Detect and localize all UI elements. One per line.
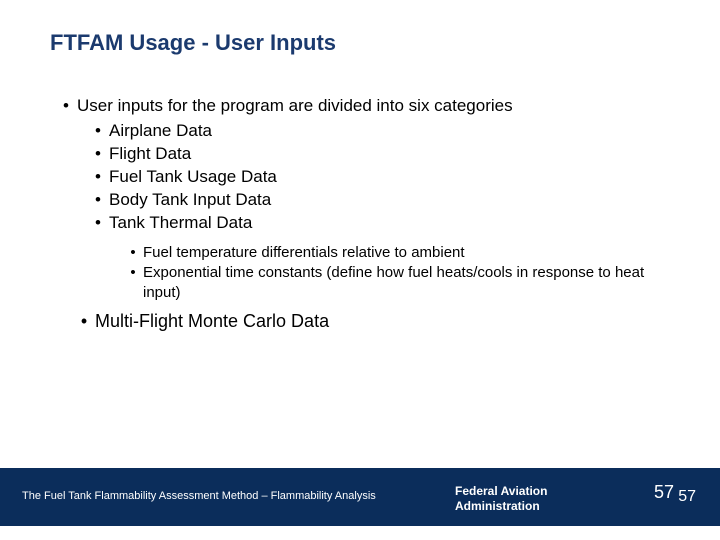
footer-subtitle: The Fuel Tank Flammability Assessment Me… <box>22 490 376 502</box>
bullet-thermal-sub-text: Fuel temperature differentials relative … <box>143 244 465 261</box>
bullet-category: •Fuel Tank Usage Data <box>87 166 665 189</box>
bullet-last-text: Multi-Flight Monte Carlo Data <box>95 311 329 331</box>
bullet-category: •Tank Thermal Data <box>87 212 665 235</box>
footer-agency-line2: Administration <box>455 499 540 513</box>
slide: FTFAM Usage - User Inputs •User inputs f… <box>0 0 720 540</box>
bullet-category: •Flight Data <box>87 143 665 166</box>
bullet-dot-icon: • <box>87 120 109 143</box>
bullet-thermal-sub: •Fuel temperature differentials relative… <box>123 243 665 263</box>
bullet-dot-icon: • <box>87 212 109 235</box>
bullet-main: •User inputs for the program are divided… <box>55 95 665 118</box>
bullet-category: •Body Tank Input Data <box>87 189 665 212</box>
bullet-thermal-sub: •Exponential time constants (define how … <box>123 263 665 304</box>
content-area: •User inputs for the program are divided… <box>55 95 665 334</box>
bullet-dot-icon: • <box>87 189 109 212</box>
footer-agency: Federal Aviation Administration <box>455 484 547 514</box>
bullet-category-text: Fuel Tank Usage Data <box>109 167 277 186</box>
bullet-dot-icon: • <box>123 263 143 304</box>
page-number-small: 57 <box>678 488 696 506</box>
footer-bar: The Fuel Tank Flammability Assessment Me… <box>0 468 720 526</box>
bullet-dot-icon: • <box>87 166 109 189</box>
bullet-dot-icon: • <box>123 243 143 263</box>
bullet-category-text: Tank Thermal Data <box>109 213 252 232</box>
bullet-category-text: Airplane Data <box>109 121 212 140</box>
bullet-main-text: User inputs for the program are divided … <box>77 96 513 115</box>
bullet-thermal-sub-text: Exponential time constants (define how f… <box>143 263 665 304</box>
bullet-dot-icon: • <box>55 95 77 118</box>
bullet-category: •Airplane Data <box>87 120 665 143</box>
bullet-dot-icon: • <box>87 143 109 166</box>
bullet-last: •Multi-Flight Monte Carlo Data <box>73 309 665 333</box>
spacer <box>55 235 665 243</box>
footer-agency-line1: Federal Aviation <box>455 484 547 498</box>
bullet-dot-icon: • <box>73 309 95 333</box>
bullet-category-text: Flight Data <box>109 144 191 163</box>
bullet-category-text: Body Tank Input Data <box>109 190 271 209</box>
page-number-large: 57 <box>654 482 674 503</box>
slide-title: FTFAM Usage - User Inputs <box>50 30 336 56</box>
